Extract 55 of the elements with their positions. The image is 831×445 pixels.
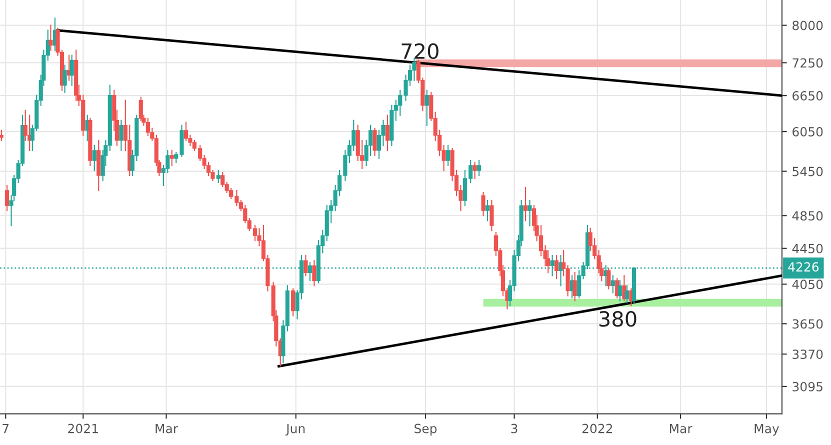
candlestick — [485, 200, 490, 222]
y-tick-label: 4050 — [792, 280, 823, 290]
candlestick — [170, 150, 174, 166]
x-tick-label: Sep — [414, 424, 437, 436]
y-tick-label: 5450 — [792, 166, 823, 176]
candlestick — [424, 90, 429, 126]
candlestick — [119, 120, 124, 151]
y-tick-label: 4850 — [792, 211, 823, 221]
candlestick — [490, 200, 494, 232]
x-tick-label: 3 — [511, 424, 518, 434]
candlestick — [0, 130, 4, 142]
annotation: 380 — [599, 311, 636, 327]
candlestick — [477, 160, 482, 176]
candlestick — [92, 144, 96, 172]
candlestick — [624, 285, 630, 304]
candlestick — [572, 272, 577, 302]
candlestick — [372, 128, 377, 156]
candlestick — [618, 280, 622, 302]
candlestick — [308, 262, 312, 282]
candlestick — [566, 265, 570, 296]
candlestick — [62, 64, 67, 93]
candlestick — [481, 192, 486, 216]
candlestick — [524, 186, 528, 222]
x-tick-label: Mar — [670, 424, 692, 434]
candlestick — [304, 255, 308, 276]
y-tick-label: 7250 — [792, 58, 823, 68]
ref-line-label: 4226 — [788, 262, 819, 272]
candlestick — [312, 260, 316, 286]
y-tick-label: 6650 — [792, 91, 823, 101]
x-tick-label: Mar — [156, 424, 178, 434]
candlestick — [5, 184, 10, 212]
y-tick-label: 8000 — [792, 20, 823, 30]
x-tick-label: 2022 — [582, 424, 612, 434]
x-tick-label: 7 — [2, 424, 9, 434]
candlestick — [291, 288, 296, 316]
candlestick — [446, 144, 450, 166]
candlestick — [385, 114, 390, 151]
candlestick — [220, 172, 225, 188]
candlestick — [70, 54, 74, 86]
candlestick — [48, 24, 53, 51]
candlestick — [606, 268, 611, 290]
x-tick-label: May — [754, 424, 780, 436]
y-tick-label: 6050 — [792, 127, 823, 136]
annotation: 720 — [402, 43, 438, 60]
candlestick — [472, 162, 477, 180]
x-tick-label: Jun — [285, 424, 305, 436]
y-tick-label: 3370 — [792, 350, 823, 360]
candlestick — [554, 255, 559, 280]
candlestick — [216, 170, 220, 184]
candlestick — [528, 200, 532, 226]
candlestick — [610, 275, 615, 294]
y-tick-label: 3095 — [792, 382, 822, 392]
y-tick-label: 4450 — [792, 244, 823, 254]
x-tick-label: 2021 — [68, 424, 98, 434]
y-tick-label: 3650 — [792, 319, 823, 329]
